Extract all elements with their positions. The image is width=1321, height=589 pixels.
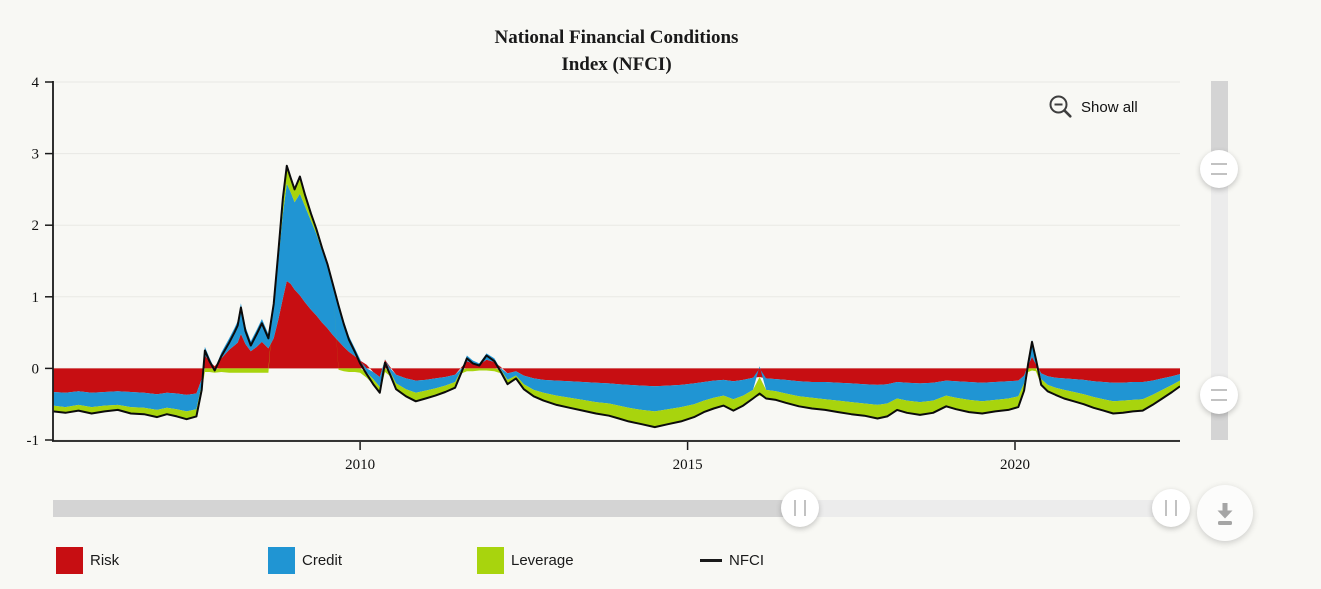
grip-lines-icon	[1211, 163, 1227, 175]
leverage-swatch	[477, 546, 504, 574]
legend-label-risk: Risk	[90, 551, 120, 569]
area-credit	[53, 183, 1180, 412]
area-risk	[53, 281, 1180, 395]
y-tick-label: 4	[32, 75, 40, 91]
legend: Risk Credit Leverage NFCI	[0, 546, 1321, 574]
legend-item-leverage[interactable]: Leverage	[477, 546, 574, 574]
legend-item-risk[interactable]: Risk	[56, 546, 119, 574]
show-all-label: Show all	[1081, 98, 1138, 116]
x-tick-label: 2015	[673, 457, 703, 473]
grip-lines-icon	[794, 500, 806, 516]
risk-swatch	[56, 546, 83, 574]
vertical-scrollbar-track-top[interactable]	[1211, 81, 1228, 169]
grip-lines-icon	[1211, 389, 1227, 401]
legend-label-nfci: NFCI	[729, 551, 764, 569]
chart-title-line2: Index (NFCI)	[561, 54, 672, 75]
legend-label-credit: Credit	[302, 551, 343, 569]
y-tick-label: -1	[27, 433, 40, 449]
x-tick-label: 2010	[345, 457, 375, 473]
horizontal-scrollbar-track-left[interactable]	[53, 500, 800, 517]
legend-item-nfci[interactable]: NFCI	[700, 546, 764, 574]
chart-title: National Financial Conditions Index (NFC…	[53, 24, 1180, 78]
y-tick-label: 1	[32, 290, 40, 306]
vertical-scrollbar-top-handle[interactable]	[1200, 150, 1238, 188]
chart-title-line1: National Financial Conditions	[494, 27, 739, 48]
y-tick-label: 0	[32, 361, 40, 377]
y-tick-label: 2	[32, 218, 40, 234]
magnifier-minus-icon	[1049, 95, 1072, 118]
grip-lines-icon	[1165, 500, 1177, 516]
horizontal-scrollbar-right-handle[interactable]	[1152, 489, 1190, 527]
download-button[interactable]	[1197, 485, 1253, 541]
horizontal-scrollbar-left-handle[interactable]	[781, 489, 819, 527]
x-tick-label: 2020	[1000, 457, 1030, 473]
download-icon	[1217, 503, 1233, 525]
horizontal-scrollbar-selected-range[interactable]	[800, 500, 1180, 517]
vertical-scrollbar-bottom-handle[interactable]	[1200, 376, 1238, 414]
nfci-line-swatch	[700, 558, 722, 562]
legend-label-leverage: Leverage	[511, 551, 574, 569]
y-tick-label: 3	[32, 147, 40, 163]
credit-swatch	[268, 546, 295, 574]
legend-item-credit[interactable]: Credit	[268, 546, 342, 574]
show-all-button[interactable]: Show all	[1046, 92, 1140, 122]
nfci-line	[53, 164, 1180, 429]
vertical-scrollbar-selected-range[interactable]	[1211, 169, 1228, 395]
